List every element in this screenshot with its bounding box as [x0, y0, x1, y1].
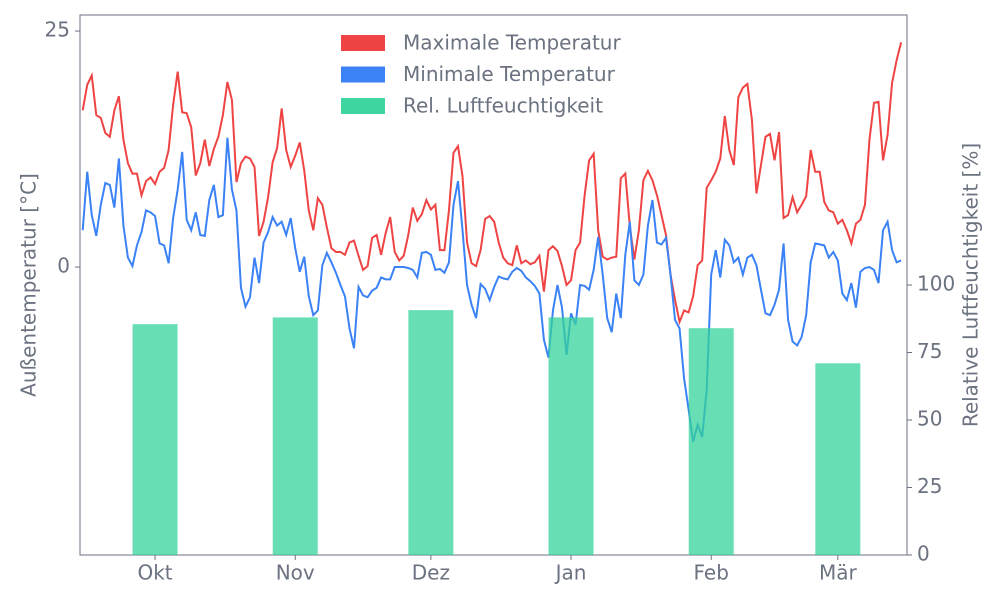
bar [688, 328, 734, 555]
y2-tick-label: 0 [917, 542, 930, 566]
bar [132, 324, 178, 555]
x-tick-label: Jan [554, 561, 587, 585]
x-tick-label: Okt [137, 561, 172, 585]
y2-tick-label: 25 [917, 474, 942, 498]
legend-swatch [341, 66, 385, 83]
y-axis-label: Außentemperatur [°C] [17, 173, 41, 397]
bar [408, 310, 454, 555]
legend-label: Rel. Luftfeuchtigkeit [403, 94, 603, 118]
y2-tick-label: 50 [917, 407, 942, 431]
line-series [81, 42, 903, 326]
bar [272, 317, 318, 555]
x-tick-label: Dez [412, 561, 450, 585]
x-tick-label: Feb [694, 561, 729, 585]
bar [815, 363, 861, 555]
x-tick-label: Mär [819, 561, 858, 585]
y2-tick-label: 75 [917, 339, 942, 363]
legend-swatch [341, 35, 385, 51]
legend-swatch [341, 98, 385, 114]
legend-label: Maximale Temperatur [403, 31, 621, 55]
legend-label: Minimale Temperatur [403, 62, 616, 86]
line-series [81, 137, 902, 442]
y2-axis-label: Relative Luftfeuchtigkeit [%] [959, 143, 983, 427]
y-tick-label: 0 [57, 254, 70, 278]
x-tick-label: Nov [276, 561, 315, 585]
y2-tick-label: 100 [917, 272, 955, 296]
bar [548, 317, 594, 555]
y-tick-label: 25 [45, 18, 70, 42]
